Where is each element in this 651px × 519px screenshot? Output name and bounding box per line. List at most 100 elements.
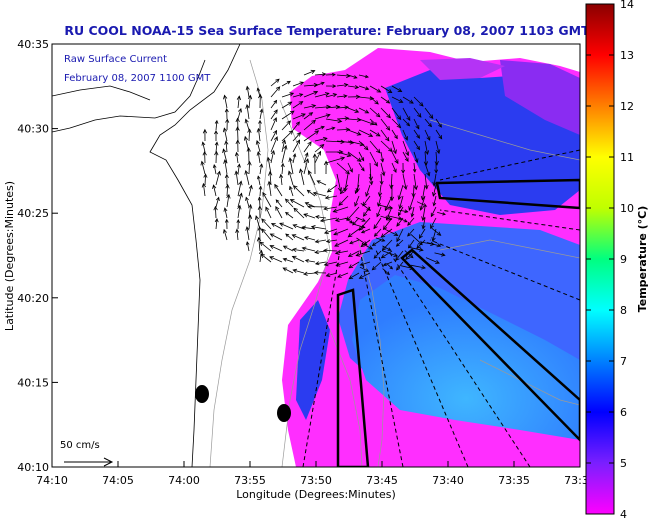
- current-vector-head: [223, 159, 228, 164]
- current-vector-head: [435, 259, 440, 264]
- current-vector: [437, 212, 446, 215]
- current-vector-head: [255, 139, 260, 145]
- current-vector: [258, 128, 261, 142]
- current-vector: [391, 140, 397, 154]
- current-vector-head: [396, 123, 402, 129]
- current-vector: [324, 228, 338, 234]
- current-vector-head: [257, 226, 262, 231]
- current-vector-head: [247, 94, 253, 100]
- current-vector-head: [363, 145, 369, 151]
- current-vector-head: [436, 231, 442, 236]
- current-vector-head: [414, 158, 419, 164]
- current-vector-head: [311, 104, 317, 109]
- current-vector: [261, 228, 272, 241]
- current-vector: [434, 252, 445, 256]
- current-vector-head: [386, 271, 390, 276]
- current-vector: [246, 241, 250, 252]
- current-vector: [380, 151, 384, 162]
- current-vector: [292, 81, 304, 87]
- current-vector-head: [247, 128, 252, 133]
- current-vector-head: [407, 221, 412, 226]
- current-vector-head: [259, 163, 264, 168]
- current-vector-head: [343, 83, 349, 88]
- current-vector: [281, 101, 292, 109]
- current-vector: [270, 109, 278, 120]
- current-vector-head: [314, 249, 319, 255]
- current-vector-head: [340, 156, 346, 161]
- current-vector-head: [352, 221, 356, 226]
- current-vector: [325, 118, 342, 122]
- current-vector: [204, 174, 206, 186]
- radial-lines: [302, 149, 580, 467]
- current-vector-head: [216, 196, 220, 201]
- sst-inner-blue: [296, 300, 330, 420]
- current-vector-head: [273, 109, 278, 114]
- current-vector-head: [225, 183, 230, 189]
- current-vector: [226, 184, 229, 197]
- current-vector: [320, 217, 338, 222]
- current-vector: [358, 162, 365, 171]
- current-vector-head: [404, 136, 408, 141]
- current-vector: [402, 96, 414, 104]
- current-vector-head: [234, 151, 239, 157]
- current-vector: [237, 96, 240, 109]
- current-vector-head: [346, 73, 351, 78]
- current-vector: [413, 151, 418, 163]
- current-vector-head: [361, 167, 365, 172]
- current-vector-head: [410, 213, 415, 218]
- current-vector-head: [438, 123, 442, 128]
- current-vector-head: [355, 252, 361, 257]
- current-vector-head: [373, 121, 378, 126]
- current-vector: [338, 195, 349, 206]
- current-vector-head: [417, 113, 422, 118]
- current-vector-head: [362, 212, 368, 217]
- current-vector-head: [333, 231, 339, 236]
- current-vector-head: [238, 180, 243, 186]
- current-vector-head: [362, 201, 367, 207]
- current-vector: [292, 121, 300, 131]
- x-axis-label: Longitude (Degrees:Minutes): [236, 488, 396, 501]
- current-vector-head: [356, 131, 362, 136]
- current-vector: [435, 151, 438, 165]
- current-vector: [337, 272, 349, 278]
- current-vector-head: [270, 223, 276, 227]
- current-vector-head: [421, 224, 426, 230]
- current-vector-head: [368, 132, 374, 137]
- current-vector-head: [246, 147, 251, 152]
- current-vector-head: [320, 81, 325, 86]
- y-tick-label: 40:35: [17, 38, 49, 51]
- current-vector-head: [386, 113, 391, 119]
- current-vector: [413, 140, 420, 150]
- current-vector-head: [235, 139, 240, 145]
- current-vector: [237, 205, 241, 219]
- current-vector: [213, 164, 217, 175]
- current-vector: [431, 227, 441, 236]
- current-vector-head: [377, 202, 381, 207]
- current-vector: [416, 201, 427, 207]
- current-vector: [248, 161, 250, 175]
- current-vector-head: [275, 86, 281, 91]
- current-vector-head: [388, 147, 393, 153]
- colorbar-tick-label: 4: [620, 508, 627, 519]
- current-vector: [303, 84, 318, 87]
- current-vector: [424, 162, 430, 176]
- current-vector-head: [243, 135, 249, 141]
- current-vector-head: [289, 92, 295, 97]
- current-vector: [293, 207, 305, 219]
- current-vector-head: [224, 173, 229, 179]
- current-vector: [413, 107, 422, 118]
- current-vector: [325, 93, 337, 98]
- current-vector: [324, 206, 338, 210]
- current-vector-head: [404, 209, 409, 214]
- current-vector: [248, 185, 252, 197]
- current-vector-head: [420, 195, 426, 201]
- current-vector-head: [323, 206, 329, 211]
- current-vector-head: [334, 242, 339, 247]
- current-vector: [325, 195, 338, 199]
- current-vector-head: [376, 148, 381, 154]
- current-vector: [422, 184, 426, 200]
- x-tick-label: 74:05: [102, 474, 134, 487]
- current-vectors: [200, 69, 446, 280]
- current-vector: [303, 105, 316, 109]
- current-vector: [380, 228, 393, 238]
